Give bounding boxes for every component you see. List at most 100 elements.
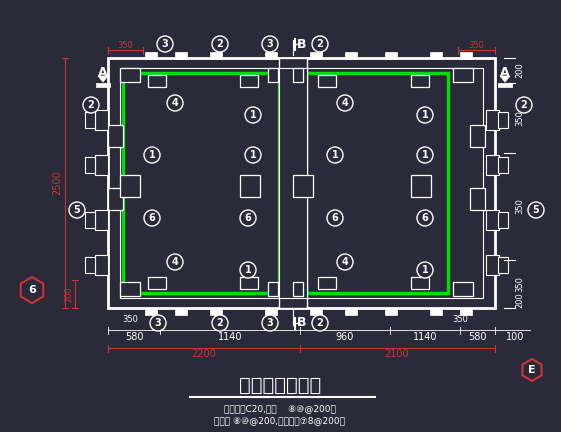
Text: 3: 3 [266, 39, 273, 49]
Bar [293, 68, 303, 82]
Bar [268, 282, 278, 296]
Circle shape [516, 97, 532, 113]
Bar [293, 282, 303, 296]
Bar [279, 58, 307, 308]
Circle shape [312, 36, 328, 52]
Text: 6: 6 [332, 213, 338, 223]
Circle shape [337, 95, 353, 111]
Bar [486, 110, 499, 130]
Text: （混凝土C20,配筋    ⑧⑩@200）: （混凝土C20,配筋 ⑧⑩@200） [224, 404, 336, 413]
Text: 6: 6 [149, 213, 155, 223]
Circle shape [240, 262, 256, 278]
Circle shape [245, 107, 261, 123]
Bar [470, 125, 485, 147]
Text: 6: 6 [28, 285, 36, 295]
Text: 4: 4 [342, 98, 348, 108]
Bar [318, 277, 336, 289]
Bar [279, 68, 307, 298]
Bar [293, 175, 313, 197]
Text: 2: 2 [217, 39, 223, 49]
Text: 1: 1 [250, 110, 256, 120]
Text: 1: 1 [245, 265, 251, 275]
Circle shape [83, 97, 99, 113]
Bar [430, 52, 442, 59]
Text: 2100: 2100 [385, 349, 410, 359]
Text: 2200: 2200 [192, 349, 217, 359]
Circle shape [262, 36, 278, 52]
Text: B: B [297, 38, 307, 51]
Text: A: A [500, 66, 510, 79]
Bar [385, 52, 397, 59]
Text: 3: 3 [155, 318, 162, 328]
Text: 2: 2 [521, 100, 527, 110]
Bar [95, 155, 108, 175]
Bar [120, 68, 140, 82]
Circle shape [69, 202, 85, 218]
Text: 1140: 1140 [218, 332, 242, 342]
Text: 1: 1 [422, 110, 429, 120]
Circle shape [337, 254, 353, 270]
Bar [345, 308, 357, 315]
Polygon shape [500, 76, 510, 82]
Bar [85, 112, 95, 128]
Bar [95, 110, 108, 130]
Bar [108, 125, 123, 147]
Text: 2: 2 [316, 39, 323, 49]
Bar [486, 210, 499, 230]
Bar [411, 277, 429, 289]
Bar [85, 257, 95, 273]
Text: 350: 350 [117, 41, 133, 51]
Bar [120, 175, 140, 197]
Bar [411, 75, 429, 87]
Text: 1: 1 [422, 265, 429, 275]
Text: B: B [297, 317, 307, 330]
Circle shape [528, 202, 544, 218]
Bar [411, 175, 431, 197]
Bar [240, 277, 258, 289]
Text: 2: 2 [316, 318, 323, 328]
Text: 5: 5 [73, 205, 80, 215]
Bar [318, 75, 336, 87]
Bar [265, 308, 277, 315]
Bar [108, 188, 123, 210]
Bar [210, 308, 222, 315]
Bar [175, 308, 187, 315]
Text: 350: 350 [468, 41, 484, 51]
Circle shape [240, 210, 256, 226]
Bar [486, 255, 499, 275]
Bar [210, 52, 222, 59]
Text: 4: 4 [342, 257, 348, 267]
Text: 350: 350 [452, 315, 468, 324]
Circle shape [417, 262, 433, 278]
Bar [293, 73, 448, 293]
Bar [120, 68, 483, 298]
Text: 2: 2 [217, 318, 223, 328]
Bar [123, 73, 279, 293]
Bar [385, 308, 397, 315]
Bar [486, 155, 499, 175]
Circle shape [417, 107, 433, 123]
Bar [240, 175, 260, 197]
Bar [498, 157, 508, 173]
Text: 1: 1 [149, 150, 155, 160]
Circle shape [327, 147, 343, 163]
Text: 960: 960 [336, 332, 354, 342]
Bar [470, 188, 485, 210]
Text: 2500: 2500 [52, 171, 62, 195]
Bar [95, 255, 108, 275]
Circle shape [245, 147, 261, 163]
Circle shape [144, 147, 160, 163]
Bar [430, 308, 442, 315]
Bar [453, 68, 473, 82]
Circle shape [417, 210, 433, 226]
Text: 580: 580 [468, 332, 486, 342]
Bar [96, 83, 110, 87]
Text: 2: 2 [88, 100, 94, 110]
Circle shape [167, 95, 183, 111]
Circle shape [312, 315, 328, 331]
Bar [345, 52, 357, 59]
Text: 580: 580 [125, 332, 143, 342]
Text: 350: 350 [516, 110, 525, 126]
Text: 350: 350 [122, 315, 138, 324]
Circle shape [212, 36, 228, 52]
